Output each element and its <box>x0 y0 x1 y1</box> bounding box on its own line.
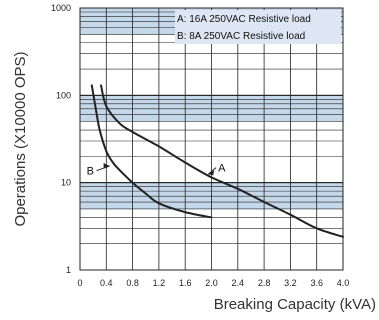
x-tick-labels: 0 0.4 0.8 1.2 1.6 2.0 2.4 2.8 3.2 3.6 4.0 <box>77 278 349 288</box>
callout-arrow-a <box>208 170 215 176</box>
legend-background <box>175 10 341 44</box>
y-tick-label: 100 <box>56 90 71 100</box>
x-tick-label: 0.8 <box>126 278 139 288</box>
series-line-b <box>90 84 213 219</box>
callout-leader-a <box>207 167 217 175</box>
callout-arrow-b <box>103 163 110 169</box>
legend: A: 16A 250VAC Resistive load B: 8A 250VA… <box>175 10 341 44</box>
y-axis-label: Operations (X10000 OPS) <box>12 51 29 226</box>
y-tick-label: 1000 <box>51 3 71 13</box>
x-tick-label: 4.0 <box>337 278 350 288</box>
y-tick-labels: 1 10 100 1000 <box>51 3 71 275</box>
grid-lines <box>80 7 343 271</box>
legend-entry-b: B: 8A 250VAC Resistive load <box>177 31 305 42</box>
x-tick-label: 1.2 <box>153 278 166 288</box>
x-tick-label: 1.6 <box>179 278 192 288</box>
x-tick-label: 3.2 <box>284 278 297 288</box>
series-line-a <box>100 84 344 238</box>
callouts: AB <box>87 163 227 178</box>
plot-frame <box>79 7 344 271</box>
x-axis-label: Breaking Capacity (kVA) <box>214 296 376 313</box>
callout-label-b: B <box>87 166 94 178</box>
y-tick-label: 1 <box>66 265 71 275</box>
legend-entry-a: A: 16A 250VAC Resistive load <box>177 14 311 25</box>
x-tick-label: 3.6 <box>310 278 323 288</box>
x-tick-label: 0.4 <box>100 278 113 288</box>
series-layer <box>90 84 344 238</box>
callout-label-a: A <box>218 163 226 175</box>
x-tick-label: 2.4 <box>232 278 245 288</box>
y-tick-label: 10 <box>61 178 71 188</box>
x-tick-label: 0 <box>77 278 82 288</box>
x-tick-label: 2.0 <box>205 278 218 288</box>
x-tick-label: 2.8 <box>258 278 271 288</box>
callout-leader-b <box>96 165 110 172</box>
